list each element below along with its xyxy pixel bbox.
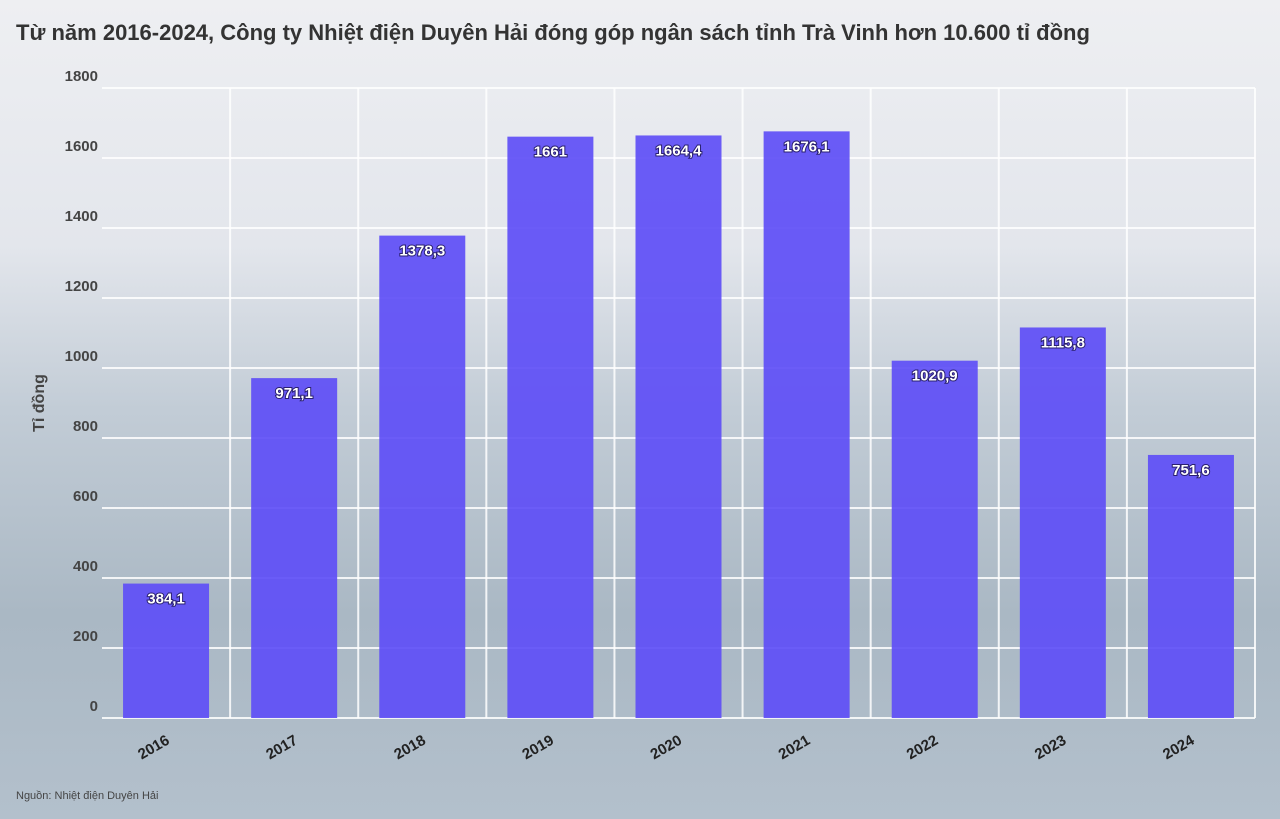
y-axis-label: Tỉ đồng (31, 374, 48, 432)
bar (251, 378, 338, 718)
bar (123, 583, 210, 718)
y-tick-label: 400 (73, 558, 98, 575)
value-label: 1661 (534, 144, 567, 161)
value-label: 1676,1 (784, 138, 830, 155)
y-tick-label: 1000 (65, 348, 98, 365)
bar (1019, 327, 1106, 718)
y-tick-label: 800 (73, 418, 98, 435)
value-label: 384,1 (147, 591, 185, 608)
source: Nguồn: Nhiệt điện Duyên Hải (16, 790, 158, 802)
value-label: 1020,9 (912, 368, 958, 385)
bar (1147, 454, 1234, 718)
y-tick-label: 600 (73, 488, 98, 505)
chart-title: Từ năm 2016-2024, Công ty Nhiệt điện Duy… (16, 20, 1090, 45)
bar (891, 360, 978, 718)
value-label: 1664,4 (656, 142, 703, 159)
y-tick-label: 1800 (65, 68, 98, 85)
y-tick-label: 1600 (65, 138, 98, 155)
value-label: 1115,8 (1041, 334, 1085, 351)
value-label: 751,6 (1172, 462, 1210, 479)
bar (507, 136, 594, 718)
value-label: 971,1 (275, 385, 313, 402)
y-tick-label: 0 (90, 698, 98, 715)
bar (379, 235, 466, 718)
y-tick-label: 1400 (65, 208, 98, 225)
bar (763, 131, 850, 719)
y-tick-label: 1200 (65, 278, 98, 295)
bar (635, 135, 722, 718)
value-label: 1378,3 (399, 243, 445, 260)
y-tick-label: 200 (73, 628, 98, 645)
